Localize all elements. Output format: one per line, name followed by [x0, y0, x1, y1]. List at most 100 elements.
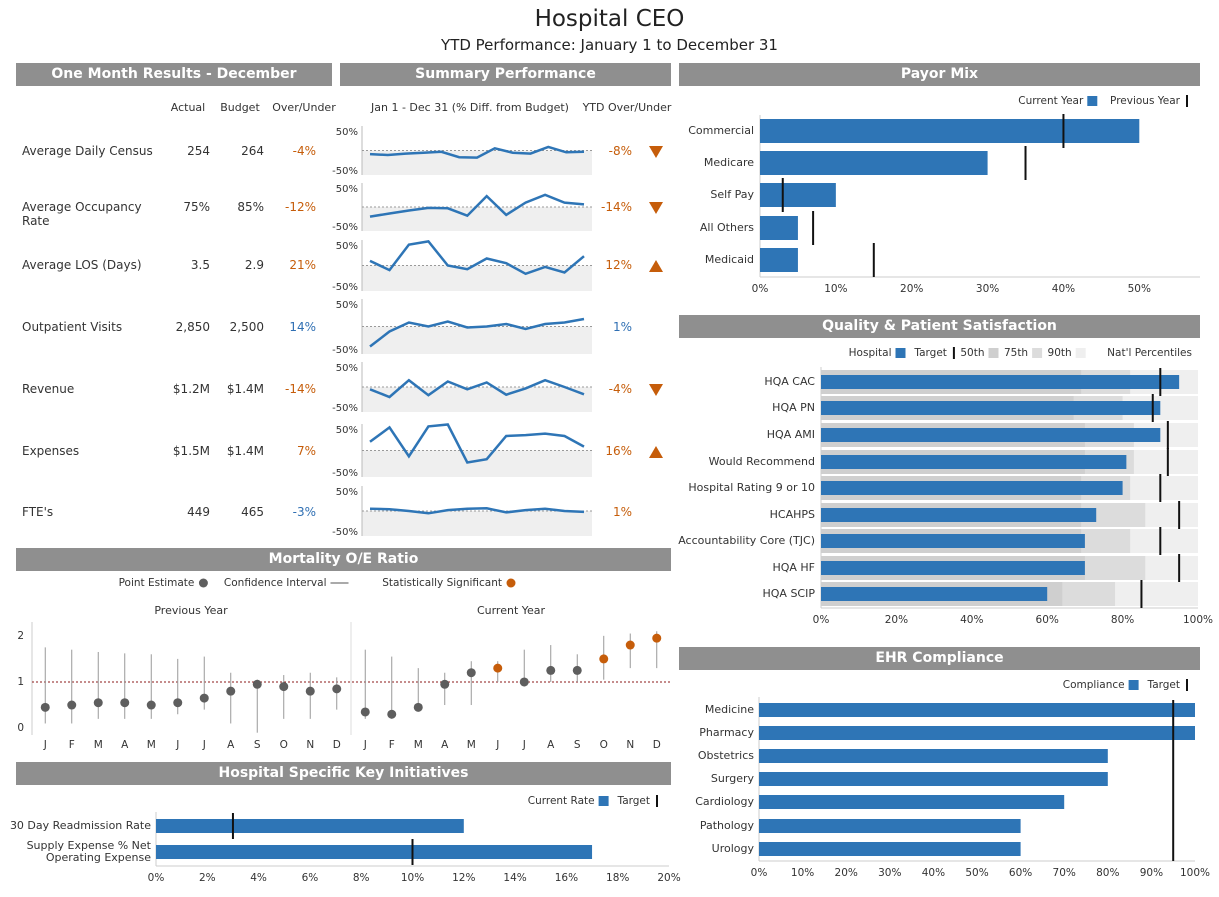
metric-name: Outpatient Visits: [22, 320, 123, 334]
bar: [759, 819, 1021, 833]
category-label: HCAHPS: [770, 508, 815, 521]
metric-name: Average Daily Census: [22, 144, 153, 158]
category-label: Self Pay: [710, 188, 754, 201]
point-estimate: [120, 698, 130, 708]
bar: [821, 428, 1161, 442]
point-estimate: [305, 686, 315, 696]
y-tick-label: 0: [17, 722, 24, 734]
month-label: D: [333, 739, 341, 751]
category-label: HQA SCIP: [763, 587, 816, 600]
spark-axis-bottom: -50%: [332, 166, 358, 177]
metric-over-under: 14%: [289, 320, 316, 334]
spark-axis-bottom: -50%: [332, 282, 358, 293]
metric-ytd: 12%: [605, 258, 632, 272]
month-label: M: [467, 739, 476, 751]
x-tick-label: 20%: [835, 867, 858, 879]
spark-line: [369, 507, 585, 515]
metric-over-under: -14%: [284, 382, 316, 396]
metric-actual: 3.5: [190, 258, 210, 272]
metric-budget: 85%: [237, 200, 264, 214]
quality-header: Quality & Patient Satisfaction: [679, 315, 1200, 338]
category-label: Pharmacy: [699, 726, 754, 739]
legend-band-icon: [1032, 348, 1043, 358]
x-tick-label: 20%: [657, 872, 680, 884]
metric-over-under: -12%: [284, 200, 316, 214]
point-estimate: [332, 684, 342, 694]
metric-name: FTE's: [22, 505, 54, 519]
category-label: Pathology: [700, 819, 755, 832]
point-estimate: [360, 707, 370, 717]
bar: [760, 151, 988, 175]
mortality-panel-title: Previous Year: [154, 604, 228, 617]
month-label: S: [254, 739, 261, 751]
page-title: Hospital CEO: [534, 6, 685, 32]
metric-actual: 254: [187, 144, 210, 158]
spark-line: [369, 378, 585, 399]
legend-band-icon: [988, 348, 999, 358]
x-tick-label: 100%: [1183, 614, 1213, 626]
payor-header: Payor Mix: [679, 63, 1200, 86]
legend-label: Previous Year: [1110, 95, 1181, 107]
legend-label: 75th: [1004, 347, 1028, 359]
bar: [760, 216, 798, 240]
col-sparkline: Jan 1 - Dec 31 (% Diff. from Budget): [371, 101, 569, 114]
metric-over-under: -4%: [292, 144, 316, 158]
down-arrow-icon: [649, 146, 663, 158]
spark-band: [362, 387, 592, 412]
month-label: N: [306, 739, 314, 751]
spark-axis-top: 50%: [336, 184, 358, 195]
point-estimate: [173, 698, 183, 708]
month-label: S: [574, 739, 581, 751]
metric-budget: 2.9: [244, 258, 264, 272]
metric-ytd: 1%: [612, 320, 632, 334]
category-label: Commercial: [688, 124, 754, 137]
month-label: A: [121, 739, 129, 751]
metric-budget: 465: [241, 505, 264, 519]
point-estimate: [625, 640, 635, 650]
metric-name: Revenue: [22, 382, 75, 396]
month-label: A: [441, 739, 449, 751]
bar: [759, 772, 1108, 786]
metric-ytd: -4%: [608, 382, 632, 396]
up-arrow-icon: [649, 260, 663, 272]
spark-line: [369, 193, 585, 218]
category-label: Accountability Core (TJC): [678, 534, 815, 547]
bar: [759, 842, 1021, 856]
bar: [759, 703, 1195, 717]
x-tick-label: 60%: [1036, 614, 1059, 626]
point-estimate: [279, 682, 289, 692]
legend-box-icon: [895, 348, 906, 358]
category-label: Obstetrics: [698, 749, 754, 762]
metric-ytd: -8%: [608, 144, 632, 158]
category-label: HQA CAC: [764, 375, 815, 388]
x-tick-label: 0%: [813, 614, 830, 626]
category-label: Surgery: [711, 772, 755, 785]
legend-orange-dot-icon: [506, 578, 516, 588]
category-label: HQA PN: [772, 401, 815, 414]
x-tick-label: 8%: [353, 872, 370, 884]
legend-label: Target: [1147, 679, 1180, 691]
x-tick-label: 18%: [606, 872, 629, 884]
x-tick-label: 20%: [885, 614, 908, 626]
x-tick-label: 0%: [148, 872, 165, 884]
spark-axis-top: 50%: [336, 300, 358, 311]
bar: [821, 508, 1097, 522]
x-tick-label: 80%: [1111, 614, 1134, 626]
month-label: J: [522, 739, 526, 751]
month-label: M: [147, 739, 156, 751]
col-over-under: Over/Under: [272, 101, 336, 114]
metric-name: Expenses: [22, 444, 80, 458]
point-estimate: [252, 679, 262, 689]
month-label: F: [69, 739, 75, 751]
bar: [156, 845, 593, 859]
category-label: Medicare: [704, 156, 754, 169]
legend-label: Target: [913, 347, 946, 359]
y-tick-label: 1: [17, 676, 24, 688]
category-label: 30 Day Readmission Rate: [10, 819, 151, 832]
spark-axis-bottom: -50%: [332, 527, 358, 538]
point-estimate: [199, 693, 209, 703]
spark-axis-top: 50%: [336, 487, 358, 498]
col-ytd: YTD Over/Under: [582, 101, 672, 114]
bar: [821, 561, 1085, 575]
